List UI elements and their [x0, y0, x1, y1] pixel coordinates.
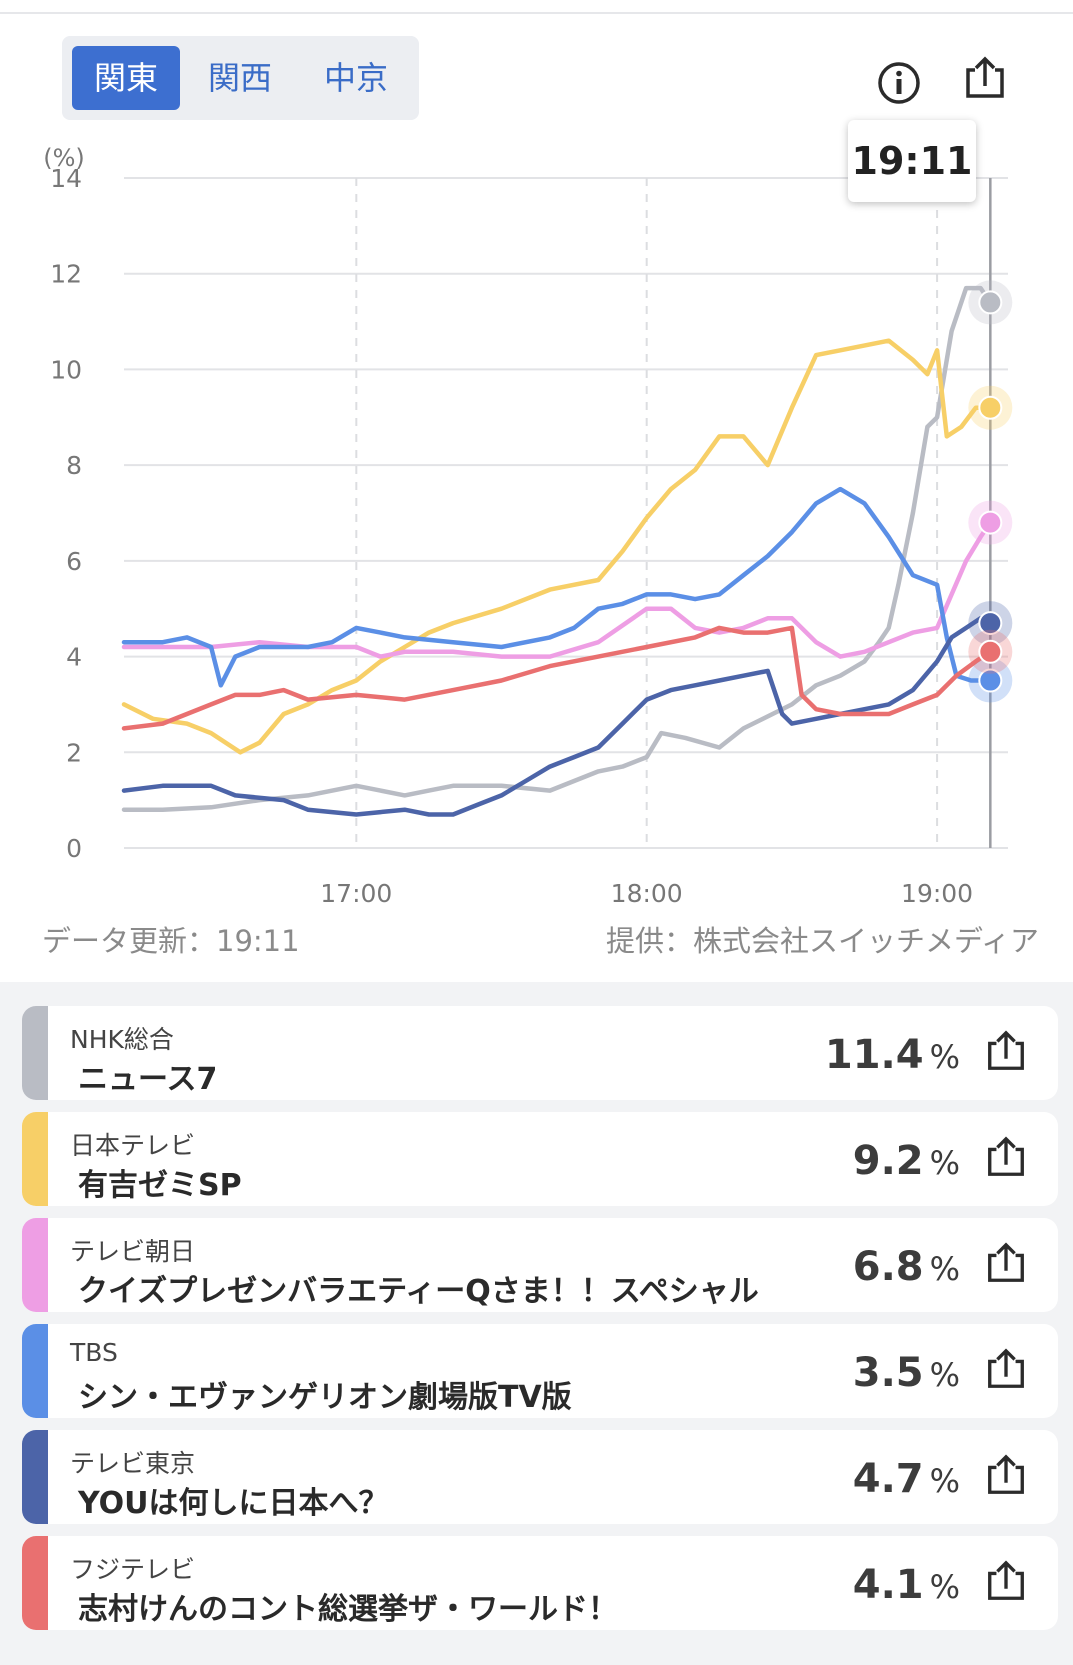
channel-color-bar — [22, 1006, 48, 1100]
channel-name: 日本テレビ — [70, 1131, 196, 1160]
rating-number: 4.7 — [852, 1456, 924, 1502]
program-card[interactable]: 日本テレビ有吉ゼミSP 9.2% — [22, 1112, 1058, 1206]
tab-kanto[interactable]: 関東 — [72, 46, 180, 110]
share-icon[interactable] — [984, 1242, 1028, 1290]
program-title: YOUは何しに日本へ？ — [78, 1486, 389, 1521]
rating-value: 9.2% — [853, 1138, 960, 1184]
program-title: ニュース7 — [78, 1062, 218, 1097]
data-source-label: 提供：株式会社スイッチメディア — [606, 924, 1039, 958]
channel-color-bar — [22, 1112, 48, 1206]
channel-color-bar — [22, 1430, 48, 1524]
y-tick-label: 4 — [66, 643, 82, 672]
series-marker-5 — [978, 639, 1003, 664]
channel-color-bar — [22, 1536, 48, 1630]
rating-number: 6.8 — [852, 1244, 924, 1290]
share-icon[interactable] — [984, 1030, 1028, 1078]
channel-color-bar — [22, 1324, 48, 1418]
rating-value: 3.5% — [853, 1350, 960, 1396]
series-line-5 — [121, 625, 993, 731]
chart-panel: 関東 関西 中京 0 2 4 6 8 10 12 14 (%) 17:00 18:00 19:00 1… — [0, 14, 1073, 982]
region-tabs: 関東 関西 中京 — [62, 36, 419, 120]
series-marker-2 — [978, 510, 1003, 535]
rating-unit: % — [929, 1462, 960, 1500]
rating-value: 4.1% — [853, 1562, 960, 1608]
program-title: シン・エヴァンゲリオン劇場版TV版 — [78, 1380, 572, 1415]
series-line-3 — [121, 486, 993, 688]
rating-value: 11.4% — [825, 1032, 960, 1078]
ratings-line-chart: 0 2 4 6 8 10 12 14(%) 17:00 18:00 19:00 — [43, 144, 1013, 908]
channel-name: TBS — [70, 1338, 118, 1367]
rating-value: 6.8% — [853, 1244, 960, 1290]
program-card[interactable]: フジテレビ志村けんのコント総選挙ザ・ワールド！ 4.1% — [22, 1536, 1058, 1630]
share-icon[interactable] — [984, 1560, 1028, 1608]
series-line-2 — [121, 520, 993, 659]
y-tick-label: 8 — [66, 451, 82, 480]
series-line-0 — [121, 285, 993, 812]
channel-name: NHK総合 — [70, 1025, 174, 1054]
channel-name: フジテレビ — [70, 1555, 196, 1584]
series-line-4 — [121, 616, 993, 817]
y-axis-unit-label: (%) — [43, 144, 85, 172]
y-tick-label: 14 — [50, 164, 82, 193]
share-icon[interactable] — [984, 1136, 1028, 1184]
rating-number: 4.1 — [852, 1562, 924, 1608]
x-tick-label: 19:00 — [901, 879, 973, 908]
rating-unit: % — [929, 1038, 960, 1076]
y-tick-label: 12 — [50, 260, 82, 289]
channel-name: テレビ東京 — [70, 1449, 196, 1478]
y-tick-label: 6 — [66, 547, 82, 576]
program-card[interactable]: テレビ朝日クイズプレゼンバラエティーQさま！！スペシャル 6.8% — [22, 1218, 1058, 1312]
share-icon[interactable] — [962, 56, 1008, 106]
y-tick-label: 0 — [66, 834, 82, 863]
program-card[interactable]: テレビ東京 YOUは何しに日本へ？ 4.7% — [22, 1430, 1058, 1524]
program-card[interactable]: NHK総合ニュース7 11.4% — [22, 1006, 1058, 1100]
tab-chukyo[interactable]: 中京 — [323, 59, 388, 97]
program-card[interactable]: TBS シン・エヴァンゲリオン劇場版TV版 3.5% — [22, 1324, 1058, 1418]
series-marker-1 — [978, 395, 1003, 420]
rating-number: 11.4 — [824, 1032, 924, 1078]
channel-name: テレビ朝日 — [70, 1237, 196, 1266]
info-icon[interactable] — [876, 60, 922, 110]
rating-number: 3.5 — [852, 1350, 924, 1396]
series-marker-0 — [978, 290, 1003, 315]
series-marker-3 — [978, 668, 1003, 693]
channel-color-bar — [22, 1218, 48, 1312]
tab-kansai[interactable]: 関西 — [207, 59, 272, 97]
rating-number: 9.2 — [852, 1138, 924, 1184]
x-tick-label: 17:00 — [320, 879, 392, 908]
series-line-1 — [121, 338, 993, 755]
top-divider — [0, 0, 1073, 14]
rating-unit: % — [929, 1250, 960, 1288]
cursor-time-tooltip: 19:11 — [848, 120, 976, 202]
data-updated-label: データ更新：19:11 — [42, 924, 300, 958]
series-marker-4 — [978, 611, 1003, 636]
share-icon[interactable] — [984, 1348, 1028, 1396]
rating-value: 4.7% — [853, 1456, 960, 1502]
program-title: 志村けんのコント総選挙ザ・ワールド！ — [78, 1592, 618, 1627]
y-tick-label: 10 — [50, 355, 82, 384]
program-title: クイズプレゼンバラエティーQさま！！スペシャル — [78, 1274, 759, 1309]
rating-unit: % — [929, 1144, 960, 1182]
rating-unit: % — [929, 1568, 960, 1606]
rating-unit: % — [929, 1356, 960, 1394]
y-tick-label: 2 — [66, 738, 82, 767]
share-icon[interactable] — [984, 1454, 1028, 1502]
program-title: 有吉ゼミSP — [78, 1168, 242, 1203]
x-tick-label: 18:00 — [611, 879, 683, 908]
